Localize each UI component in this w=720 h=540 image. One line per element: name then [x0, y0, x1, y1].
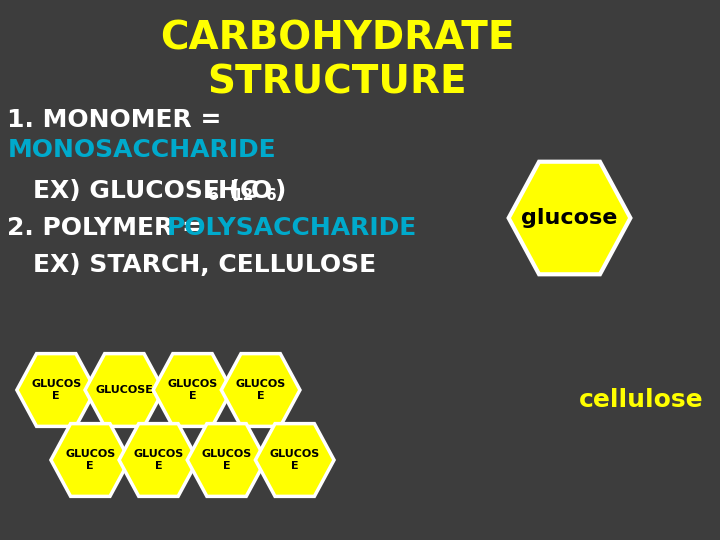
Text: MONOSACCHARIDE: MONOSACCHARIDE: [7, 138, 276, 162]
Text: EX) GLUCOSE (C: EX) GLUCOSE (C: [33, 179, 258, 203]
Text: O: O: [251, 179, 272, 203]
Text: GLUCOSE: GLUCOSE: [96, 385, 153, 395]
Polygon shape: [17, 354, 96, 427]
Polygon shape: [256, 423, 334, 496]
Polygon shape: [508, 161, 631, 274]
Polygon shape: [221, 354, 300, 427]
Text: GLUCOS
E: GLUCOS E: [235, 379, 286, 401]
Text: glucose: glucose: [521, 208, 618, 228]
Text: GLUCOS
E: GLUCOS E: [269, 449, 320, 471]
Text: GLUCOS
E: GLUCOS E: [167, 379, 217, 401]
Text: GLUCOS
E: GLUCOS E: [202, 449, 252, 471]
Polygon shape: [187, 423, 266, 496]
Text: H: H: [217, 179, 238, 203]
Text: 6: 6: [266, 188, 276, 204]
Text: STRUCTURE: STRUCTURE: [207, 63, 467, 101]
Text: GLUCOS
E: GLUCOS E: [133, 449, 184, 471]
Text: GLUCOS
E: GLUCOS E: [65, 449, 115, 471]
Text: 6: 6: [208, 188, 219, 204]
Text: GLUCOS
E: GLUCOS E: [31, 379, 81, 401]
Text: 12: 12: [233, 188, 253, 204]
Text: ): ): [275, 179, 287, 203]
Text: CARBOHYDRATE: CARBOHYDRATE: [160, 19, 515, 57]
Text: cellulose: cellulose: [579, 388, 703, 412]
Polygon shape: [119, 423, 198, 496]
Polygon shape: [85, 354, 163, 427]
Text: 2. POLYMER =: 2. POLYMER =: [7, 216, 212, 240]
Text: POLYSACCHARIDE: POLYSACCHARIDE: [167, 216, 417, 240]
Text: 1. MONOMER =: 1. MONOMER =: [7, 108, 230, 132]
Polygon shape: [153, 354, 232, 427]
Text: EX) STARCH, CELLULOSE: EX) STARCH, CELLULOSE: [33, 253, 376, 277]
Polygon shape: [51, 423, 130, 496]
